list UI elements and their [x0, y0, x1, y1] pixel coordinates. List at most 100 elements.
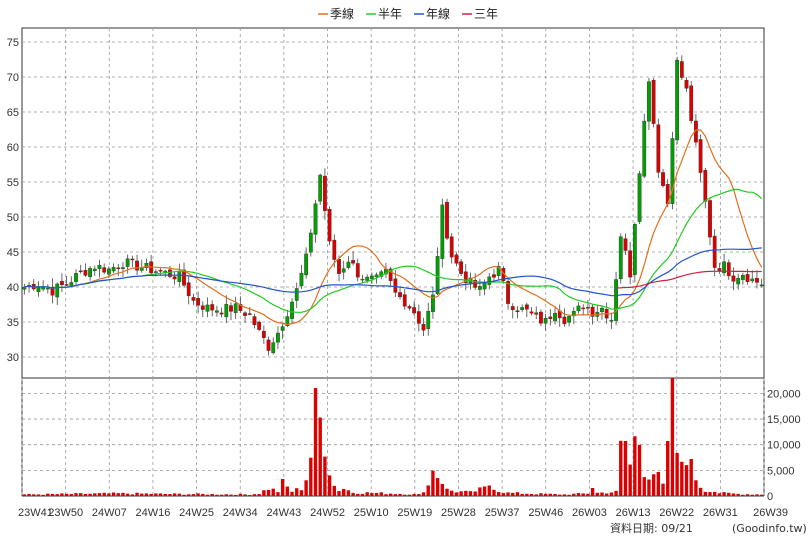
volume-bar: [154, 493, 158, 496]
volume-bar: [454, 492, 459, 496]
volume-bar: [346, 490, 351, 496]
volume-bar: [262, 490, 266, 496]
volume-bar: [55, 494, 59, 496]
x-tick-label: 25W19: [397, 507, 432, 519]
volume-bar: [576, 493, 581, 496]
candle-body: [492, 274, 496, 278]
volume-bar: [473, 491, 477, 496]
candle-body: [243, 312, 247, 316]
volume-bar: [515, 492, 520, 496]
volume-bar: [586, 493, 590, 496]
volume-bar: [492, 489, 496, 496]
price-tick-label: 65: [7, 107, 19, 119]
volume-bar: [722, 492, 726, 496]
candle-body: [416, 311, 421, 324]
volume-bar: [332, 485, 336, 496]
candle-body: [675, 59, 680, 141]
volume-axis: 0 5,000 10,000 15,000 20,000: [767, 388, 801, 503]
candle-body: [590, 306, 595, 317]
candle-body: [365, 276, 370, 281]
volume-bar: [365, 492, 369, 496]
volume-bar: [271, 488, 275, 496]
candle-body: [106, 268, 111, 275]
volume-bar: [553, 493, 557, 496]
candle-body: [449, 236, 454, 258]
volume-bar: [201, 493, 205, 496]
volume-bar: [229, 494, 233, 496]
x-tick-label: 23W50: [48, 507, 83, 519]
volume-bar: [107, 493, 111, 496]
candle-body: [731, 275, 736, 282]
candle-body: [153, 271, 158, 273]
volume-bar: [182, 494, 186, 496]
candle-body: [755, 277, 759, 283]
volume-bar: [46, 493, 50, 496]
candle-body: [196, 297, 200, 306]
volume-bar: [614, 490, 618, 496]
volume-bar: [299, 490, 304, 496]
candle-body: [285, 316, 290, 326]
x-tick-label: 26W22: [659, 507, 694, 519]
candle-body: [261, 330, 266, 338]
volume-bar: [22, 494, 27, 496]
candle-body: [83, 270, 88, 276]
candle-body: [266, 339, 271, 351]
candle-body: [407, 306, 412, 309]
candle-body: [745, 274, 750, 282]
candle-body: [355, 263, 360, 278]
candle-body: [111, 267, 116, 272]
volume-bar: [74, 493, 78, 496]
candle-body: [679, 61, 684, 78]
volume-bar: [313, 388, 318, 496]
candle-body: [576, 305, 581, 312]
volume-bar: [590, 487, 595, 496]
candle-body: [393, 278, 398, 293]
candle-body: [158, 269, 163, 272]
volume-bar: [248, 495, 252, 496]
volume-bar: [196, 493, 200, 496]
volume-bar: [745, 494, 750, 496]
volume-tick-label: 10,000: [767, 440, 801, 452]
volume-bar: [337, 491, 341, 496]
volume-bar: [712, 491, 717, 496]
price-tick-label: 50: [7, 212, 19, 224]
candle-body: [740, 274, 745, 280]
candle-body: [684, 79, 689, 89]
volume-bar: [703, 491, 707, 496]
volume-bar: [600, 492, 604, 496]
volume-bar: [304, 480, 308, 496]
volume-bar: [581, 493, 585, 496]
price-tick-label: 70: [7, 72, 19, 84]
volume-bars: [22, 378, 764, 496]
volume-bar: [233, 494, 238, 496]
candle-body: [759, 284, 764, 287]
x-tick-label: 24W07: [92, 507, 127, 519]
candle-body: [121, 267, 125, 269]
volume-bar: [595, 492, 599, 496]
candle-body: [717, 268, 722, 271]
footer-source: (Goodinfo.tw): [732, 522, 807, 535]
volume-bar: [637, 444, 642, 496]
volume-tick-label: 20,000: [767, 388, 801, 400]
candle-body: [360, 278, 365, 281]
volume-bar: [543, 493, 548, 496]
candle-body: [712, 235, 717, 268]
price-tick-label: 75: [7, 37, 19, 49]
volume-bar: [388, 493, 393, 496]
volume-bar: [323, 456, 327, 496]
volume-bar: [32, 494, 36, 496]
candle-body: [722, 261, 726, 274]
x-tick-label: 25W28: [441, 507, 476, 519]
volume-bar: [285, 486, 290, 496]
candle-body: [567, 316, 571, 323]
candle-body: [168, 269, 172, 277]
candle-body: [369, 275, 374, 280]
price-tick-label: 40: [7, 282, 19, 294]
volume-bar: [135, 492, 139, 496]
candle-body: [388, 268, 393, 281]
volume-bar: [478, 487, 482, 496]
candlestick-series: [22, 55, 764, 356]
candle-body: [74, 273, 78, 282]
volume-bar: [64, 493, 69, 496]
x-tick-label: 26W31: [703, 507, 738, 519]
